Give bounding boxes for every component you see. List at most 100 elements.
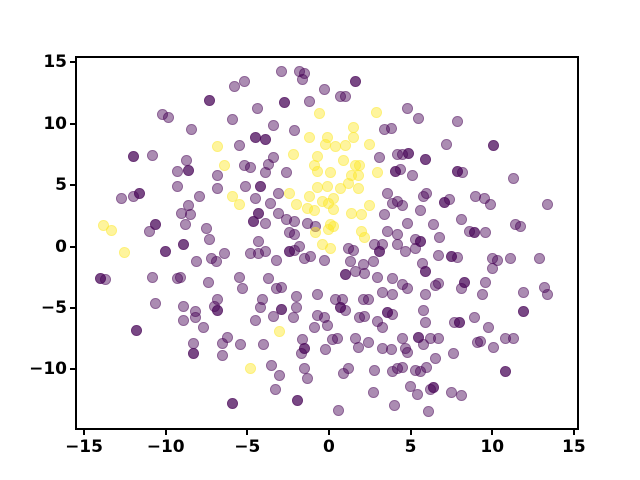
- class-0-purple-point: [388, 399, 400, 411]
- class-0-purple-point: [377, 238, 389, 250]
- class-0-purple-point: [253, 236, 265, 248]
- class-1-yellow-point: [106, 225, 118, 237]
- y-tick-label: −10: [29, 359, 67, 380]
- class-1-yellow-point: [303, 131, 315, 143]
- class-0-purple-point: [447, 347, 459, 359]
- class-0-purple-point: [289, 125, 301, 137]
- class-0-purple-point: [392, 238, 404, 250]
- class-0-purple-point: [455, 389, 467, 401]
- class-1-yellow-point: [347, 131, 359, 143]
- class-0-purple-point: [406, 169, 418, 181]
- class-0-purple-point: [349, 76, 361, 88]
- class-0-purple-point: [248, 216, 260, 228]
- class-0-purple-point: [542, 288, 554, 300]
- x-tick-label: −15: [65, 437, 103, 457]
- class-0-purple-point: [147, 271, 159, 283]
- class-0-purple-point: [134, 188, 146, 200]
- class-0-purple-point: [312, 288, 324, 300]
- class-0-purple-point: [396, 200, 408, 212]
- class-0-purple-point: [455, 213, 467, 225]
- class-0-purple-point: [194, 190, 206, 202]
- class-0-purple-point: [413, 113, 425, 125]
- class-0-purple-point: [245, 248, 257, 260]
- class-0-purple-point: [414, 205, 426, 217]
- class-0-purple-point: [272, 207, 284, 219]
- class-0-purple-point: [281, 167, 292, 179]
- x-tick-label: 0: [323, 437, 335, 457]
- class-0-purple-point: [475, 335, 487, 347]
- class-0-purple-point: [264, 197, 276, 209]
- class-0-purple-point: [369, 365, 381, 377]
- class-0-purple-point: [476, 288, 488, 300]
- class-0-purple-point: [233, 271, 245, 283]
- class-0-purple-point: [362, 293, 374, 305]
- class-0-purple-point: [331, 333, 343, 345]
- class-0-purple-point: [410, 243, 421, 255]
- class-1-yellow-point: [284, 188, 296, 200]
- class-0-purple-point: [143, 226, 155, 238]
- class-0-purple-point: [441, 138, 453, 150]
- class-0-purple-point: [249, 314, 261, 326]
- class-0-purple-point: [303, 95, 315, 107]
- class-0-purple-point: [405, 381, 417, 393]
- class-1-yellow-point: [325, 243, 337, 255]
- class-0-purple-point: [290, 302, 302, 314]
- class-0-purple-point: [418, 339, 430, 351]
- class-1-yellow-point: [312, 165, 324, 177]
- class-0-purple-point: [263, 272, 275, 284]
- class-0-purple-point: [189, 312, 201, 324]
- class-0-purple-point: [352, 341, 364, 353]
- y-tick-mark: [70, 184, 75, 187]
- class-0-purple-point: [488, 341, 500, 353]
- class-0-purple-point: [485, 199, 497, 211]
- class-0-purple-point: [187, 338, 199, 350]
- class-1-yellow-point: [364, 200, 376, 212]
- class-0-purple-point: [411, 388, 423, 400]
- y-tick-mark: [70, 368, 75, 371]
- class-0-purple-point: [344, 255, 356, 267]
- x-tick-mark: [409, 430, 412, 435]
- class-0-purple-point: [387, 272, 399, 284]
- class-0-purple-point: [385, 122, 397, 134]
- class-0-purple-point: [217, 350, 229, 362]
- class-0-purple-point: [147, 150, 159, 161]
- class-1-yellow-point: [328, 204, 340, 216]
- class-0-purple-point: [507, 333, 519, 345]
- class-0-purple-point: [297, 73, 309, 85]
- class-0-purple-point: [197, 322, 209, 334]
- class-0-purple-point: [478, 193, 490, 205]
- class-0-purple-point: [295, 347, 307, 359]
- class-0-purple-point: [210, 255, 222, 267]
- class-0-purple-point: [359, 311, 371, 323]
- class-0-purple-point: [204, 94, 216, 106]
- class-0-purple-point: [483, 322, 495, 334]
- class-0-purple-point: [387, 308, 399, 320]
- class-0-purple-point: [269, 383, 281, 395]
- class-1-yellow-point: [364, 138, 376, 150]
- class-1-yellow-point: [308, 205, 320, 217]
- class-0-purple-point: [308, 322, 320, 334]
- class-0-purple-point: [362, 336, 374, 348]
- class-0-purple-point: [367, 255, 379, 267]
- class-0-purple-point: [339, 90, 351, 102]
- class-0-purple-point: [290, 291, 302, 303]
- class-1-yellow-point: [334, 183, 346, 195]
- class-0-purple-point: [504, 253, 516, 265]
- class-0-purple-point: [339, 304, 351, 316]
- class-0-purple-point: [455, 282, 467, 294]
- plot-area: [77, 58, 577, 428]
- class-0-purple-point: [184, 209, 196, 221]
- class-0-purple-point: [318, 254, 330, 266]
- class-0-purple-point: [424, 383, 436, 395]
- y-tick-mark: [70, 122, 75, 125]
- class-0-purple-point: [419, 153, 431, 165]
- class-0-purple-point: [333, 404, 345, 416]
- class-0-purple-point: [254, 302, 266, 314]
- class-0-purple-point: [251, 103, 263, 115]
- class-0-purple-point: [488, 140, 500, 152]
- class-0-purple-point: [395, 163, 407, 175]
- class-0-purple-point: [259, 134, 271, 146]
- class-0-purple-point: [266, 360, 278, 372]
- y-tick-mark: [70, 245, 75, 248]
- class-0-purple-point: [200, 222, 212, 234]
